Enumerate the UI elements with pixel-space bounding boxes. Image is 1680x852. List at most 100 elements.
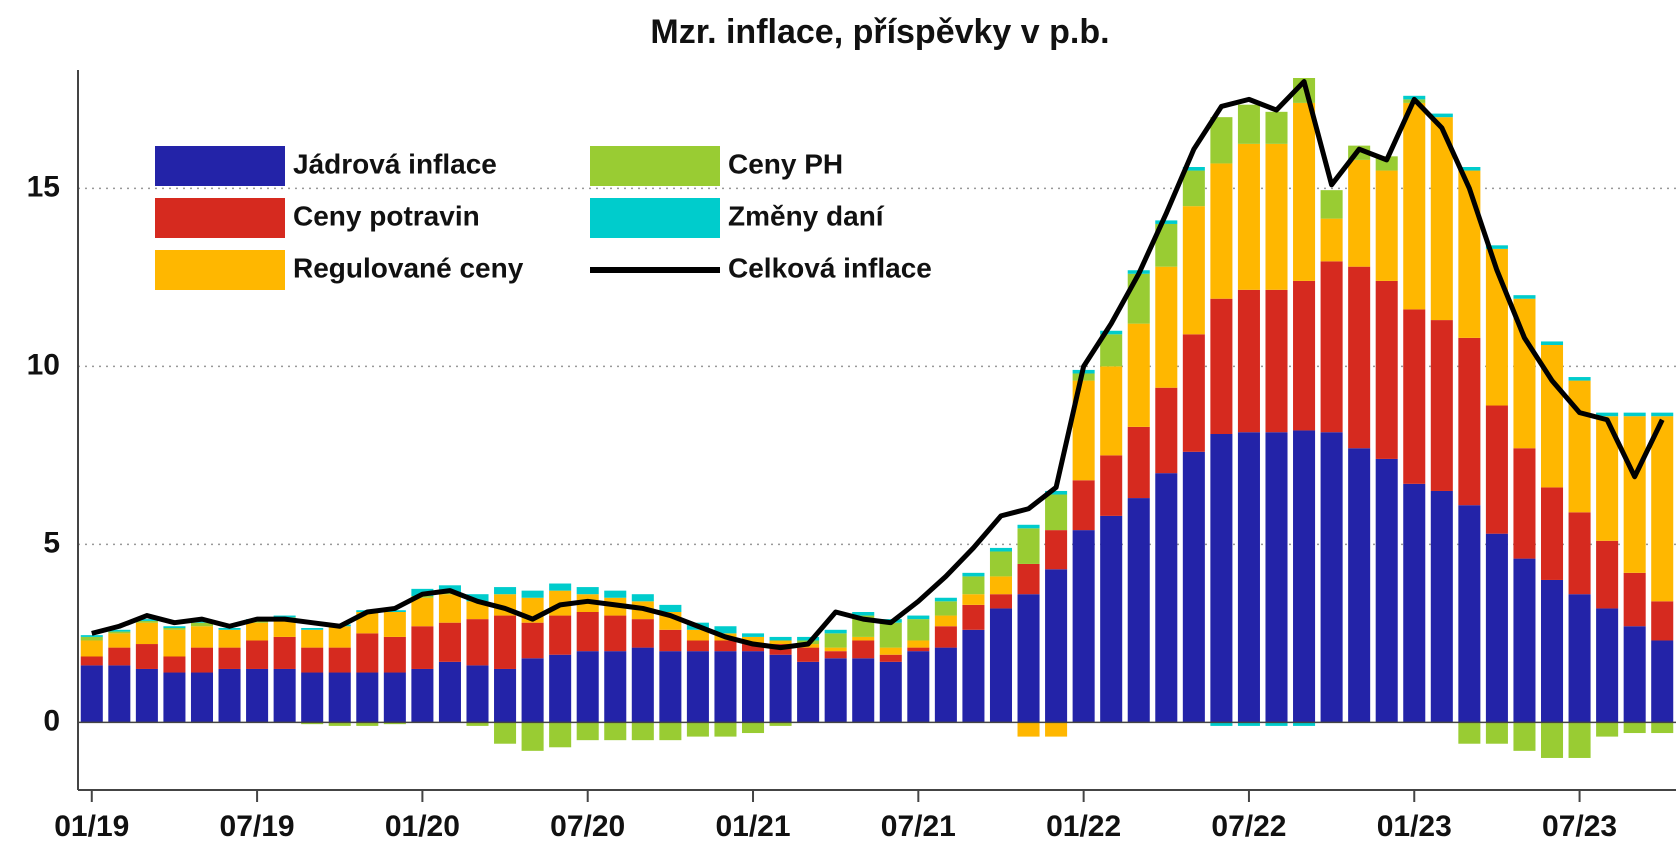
bar: [108, 629, 131, 632]
bar: [1100, 455, 1123, 516]
bar: [135, 619, 158, 621]
bar: [1017, 528, 1040, 564]
bar: [383, 612, 406, 637]
bar: [631, 647, 654, 723]
bar: [1293, 280, 1316, 431]
bar: [328, 626, 351, 648]
bar: [1623, 412, 1646, 417]
bar: [549, 722, 572, 748]
bar: [1375, 458, 1398, 723]
bar: [1623, 416, 1646, 573]
bar: [1155, 473, 1178, 723]
bar: [1210, 722, 1233, 726]
bar: [1485, 722, 1508, 744]
y-tick-label: 10: [27, 348, 60, 381]
bar: [411, 626, 434, 669]
bar: [135, 620, 158, 623]
bar: [989, 547, 1013, 552]
bar: [1182, 206, 1205, 335]
bar: [659, 629, 682, 652]
bar: [108, 631, 131, 634]
bar: [879, 622, 902, 648]
bar: [438, 661, 461, 723]
bar: [190, 622, 214, 627]
bar: [328, 722, 351, 726]
bar: [604, 615, 627, 652]
bar: [1265, 111, 1288, 144]
bar: [769, 722, 792, 726]
bar: [1072, 380, 1095, 481]
bar: [1596, 540, 1619, 609]
bar: [80, 636, 103, 641]
bar: [1237, 143, 1260, 290]
bar: [1182, 334, 1205, 452]
bar: [163, 629, 186, 657]
bar: [494, 587, 517, 595]
bar: [1623, 626, 1646, 723]
x-tick-label: 07/21: [881, 810, 956, 843]
y-tick-label: 15: [27, 170, 60, 203]
legend-label: Ceny PH: [728, 148, 843, 179]
bar: [1017, 722, 1040, 737]
bar: [1155, 220, 1178, 224]
bar: [1458, 167, 1481, 171]
legend-label: Ceny potravin: [293, 200, 480, 231]
bar: [1017, 524, 1040, 529]
bar: [1182, 170, 1205, 207]
bar: [1127, 273, 1150, 324]
bar: [1045, 494, 1068, 531]
bar: [1182, 167, 1205, 171]
bar: [769, 636, 792, 641]
bar: [301, 629, 324, 648]
bar: [466, 594, 489, 602]
bar: [824, 658, 847, 723]
bar: [714, 626, 737, 634]
bar: [218, 647, 241, 669]
bar: [907, 640, 930, 648]
bar: [1320, 218, 1343, 262]
bar: [190, 672, 214, 723]
bar: [411, 668, 434, 723]
bar: [383, 610, 406, 612]
bar: [1265, 432, 1288, 723]
bar: [521, 722, 544, 751]
bar: [962, 629, 985, 723]
legend-swatch: [590, 198, 720, 238]
bar: [356, 633, 379, 673]
bar: [1127, 426, 1150, 499]
legend-swatch: [155, 146, 285, 186]
bar: [1540, 722, 1564, 758]
bar: [1100, 334, 1123, 367]
bar: [989, 608, 1013, 723]
bar: [1651, 640, 1674, 723]
bar: [714, 651, 737, 723]
bar: [934, 626, 957, 648]
bar: [383, 722, 406, 725]
bar: [494, 615, 517, 669]
bar: [824, 647, 847, 652]
bar: [604, 651, 627, 723]
legend-swatch: [155, 198, 285, 238]
bar: [494, 722, 517, 744]
bar: [521, 622, 544, 659]
bar: [1596, 412, 1619, 417]
legend-swatch: [155, 250, 285, 290]
bar: [1596, 722, 1619, 737]
legend-swatch: [590, 146, 720, 186]
bar: [521, 590, 544, 598]
bar: [1265, 289, 1288, 433]
bar: [1127, 498, 1150, 723]
bar: [631, 594, 654, 602]
bar: [989, 551, 1013, 577]
bar: [686, 629, 709, 641]
bar: [438, 594, 461, 623]
bar: [1045, 530, 1068, 570]
bar: [659, 604, 682, 612]
bar: [1540, 579, 1564, 723]
x-tick-label: 01/21: [715, 810, 790, 843]
bar: [1596, 608, 1619, 723]
bar: [246, 640, 269, 669]
bar: [549, 583, 572, 591]
bar: [1403, 483, 1426, 723]
bar: [1430, 320, 1453, 491]
